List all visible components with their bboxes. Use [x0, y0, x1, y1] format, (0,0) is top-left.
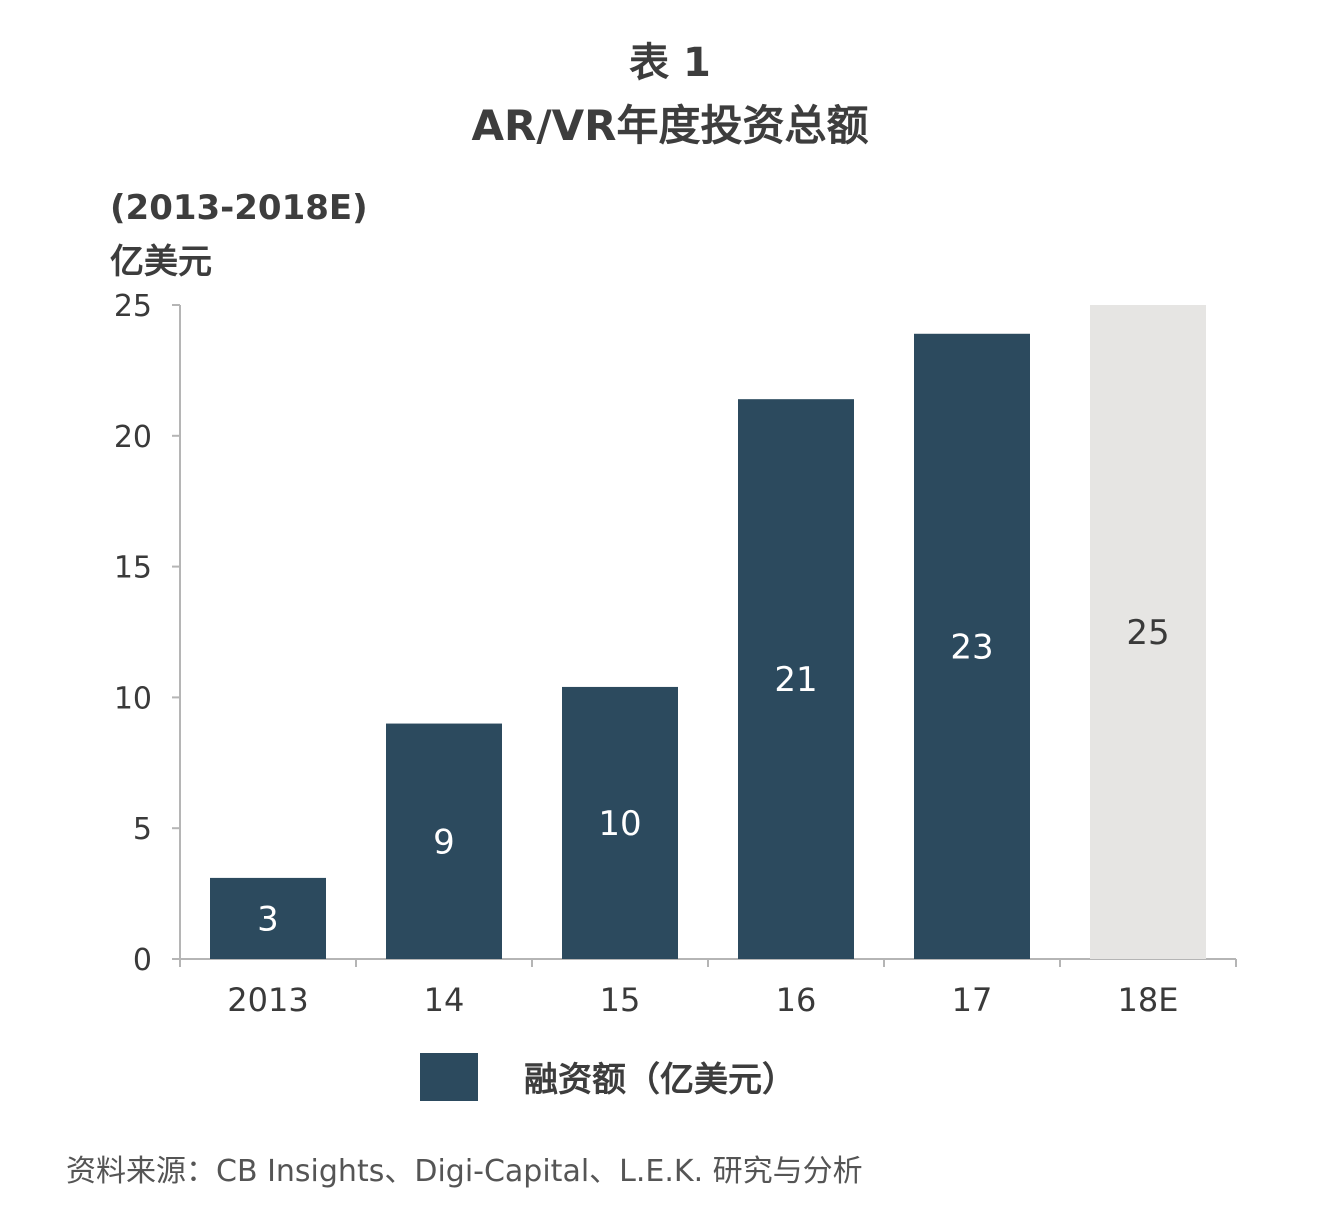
y-tick-label: 20 — [114, 420, 152, 455]
bar — [210, 877, 326, 959]
legend-label: 融资额（亿美元） — [524, 1060, 796, 1100]
x-tick-label: 16 — [776, 981, 817, 1019]
chart-subtitle-unit: 亿美元 — [110, 242, 212, 282]
y-tick-label: 25 — [114, 289, 152, 324]
source-note: 资料来源：CB Insights、Digi-Capital、L.E.K. 研究与… — [66, 1154, 863, 1189]
bar — [914, 333, 1030, 959]
bar-value-label: 9 — [433, 822, 455, 862]
legend-swatch — [420, 1052, 478, 1101]
y-tick-label: 0 — [133, 943, 152, 978]
bar — [1090, 305, 1206, 959]
legend: 融资额（亿美元） — [420, 1052, 796, 1101]
x-tick-label: 2013 — [227, 981, 308, 1019]
chart-title-line1: 表 1 — [629, 40, 711, 86]
bar-value-label: 25 — [1126, 613, 1169, 653]
x-tick-label: 15 — [600, 981, 641, 1019]
y-tick-label: 10 — [114, 681, 152, 716]
chart-subtitle-period: (2013-2018E) — [110, 188, 368, 228]
bar-value-label: 10 — [598, 804, 641, 844]
bar — [562, 686, 678, 959]
y-tick-label: 5 — [133, 812, 152, 847]
y-tick-label: 15 — [114, 551, 152, 586]
bar-value-label: 23 — [950, 627, 993, 667]
chart-title-line2: AR/VR年度投资总额 — [471, 101, 869, 150]
x-tick-label: 17 — [952, 981, 993, 1019]
x-tick-label: 14 — [424, 981, 465, 1019]
bar — [738, 399, 854, 959]
x-tick-label: 18E — [1118, 981, 1179, 1019]
bar-value-label: 21 — [774, 660, 817, 700]
bar — [386, 723, 502, 959]
bar-value-label: 3 — [257, 899, 279, 939]
